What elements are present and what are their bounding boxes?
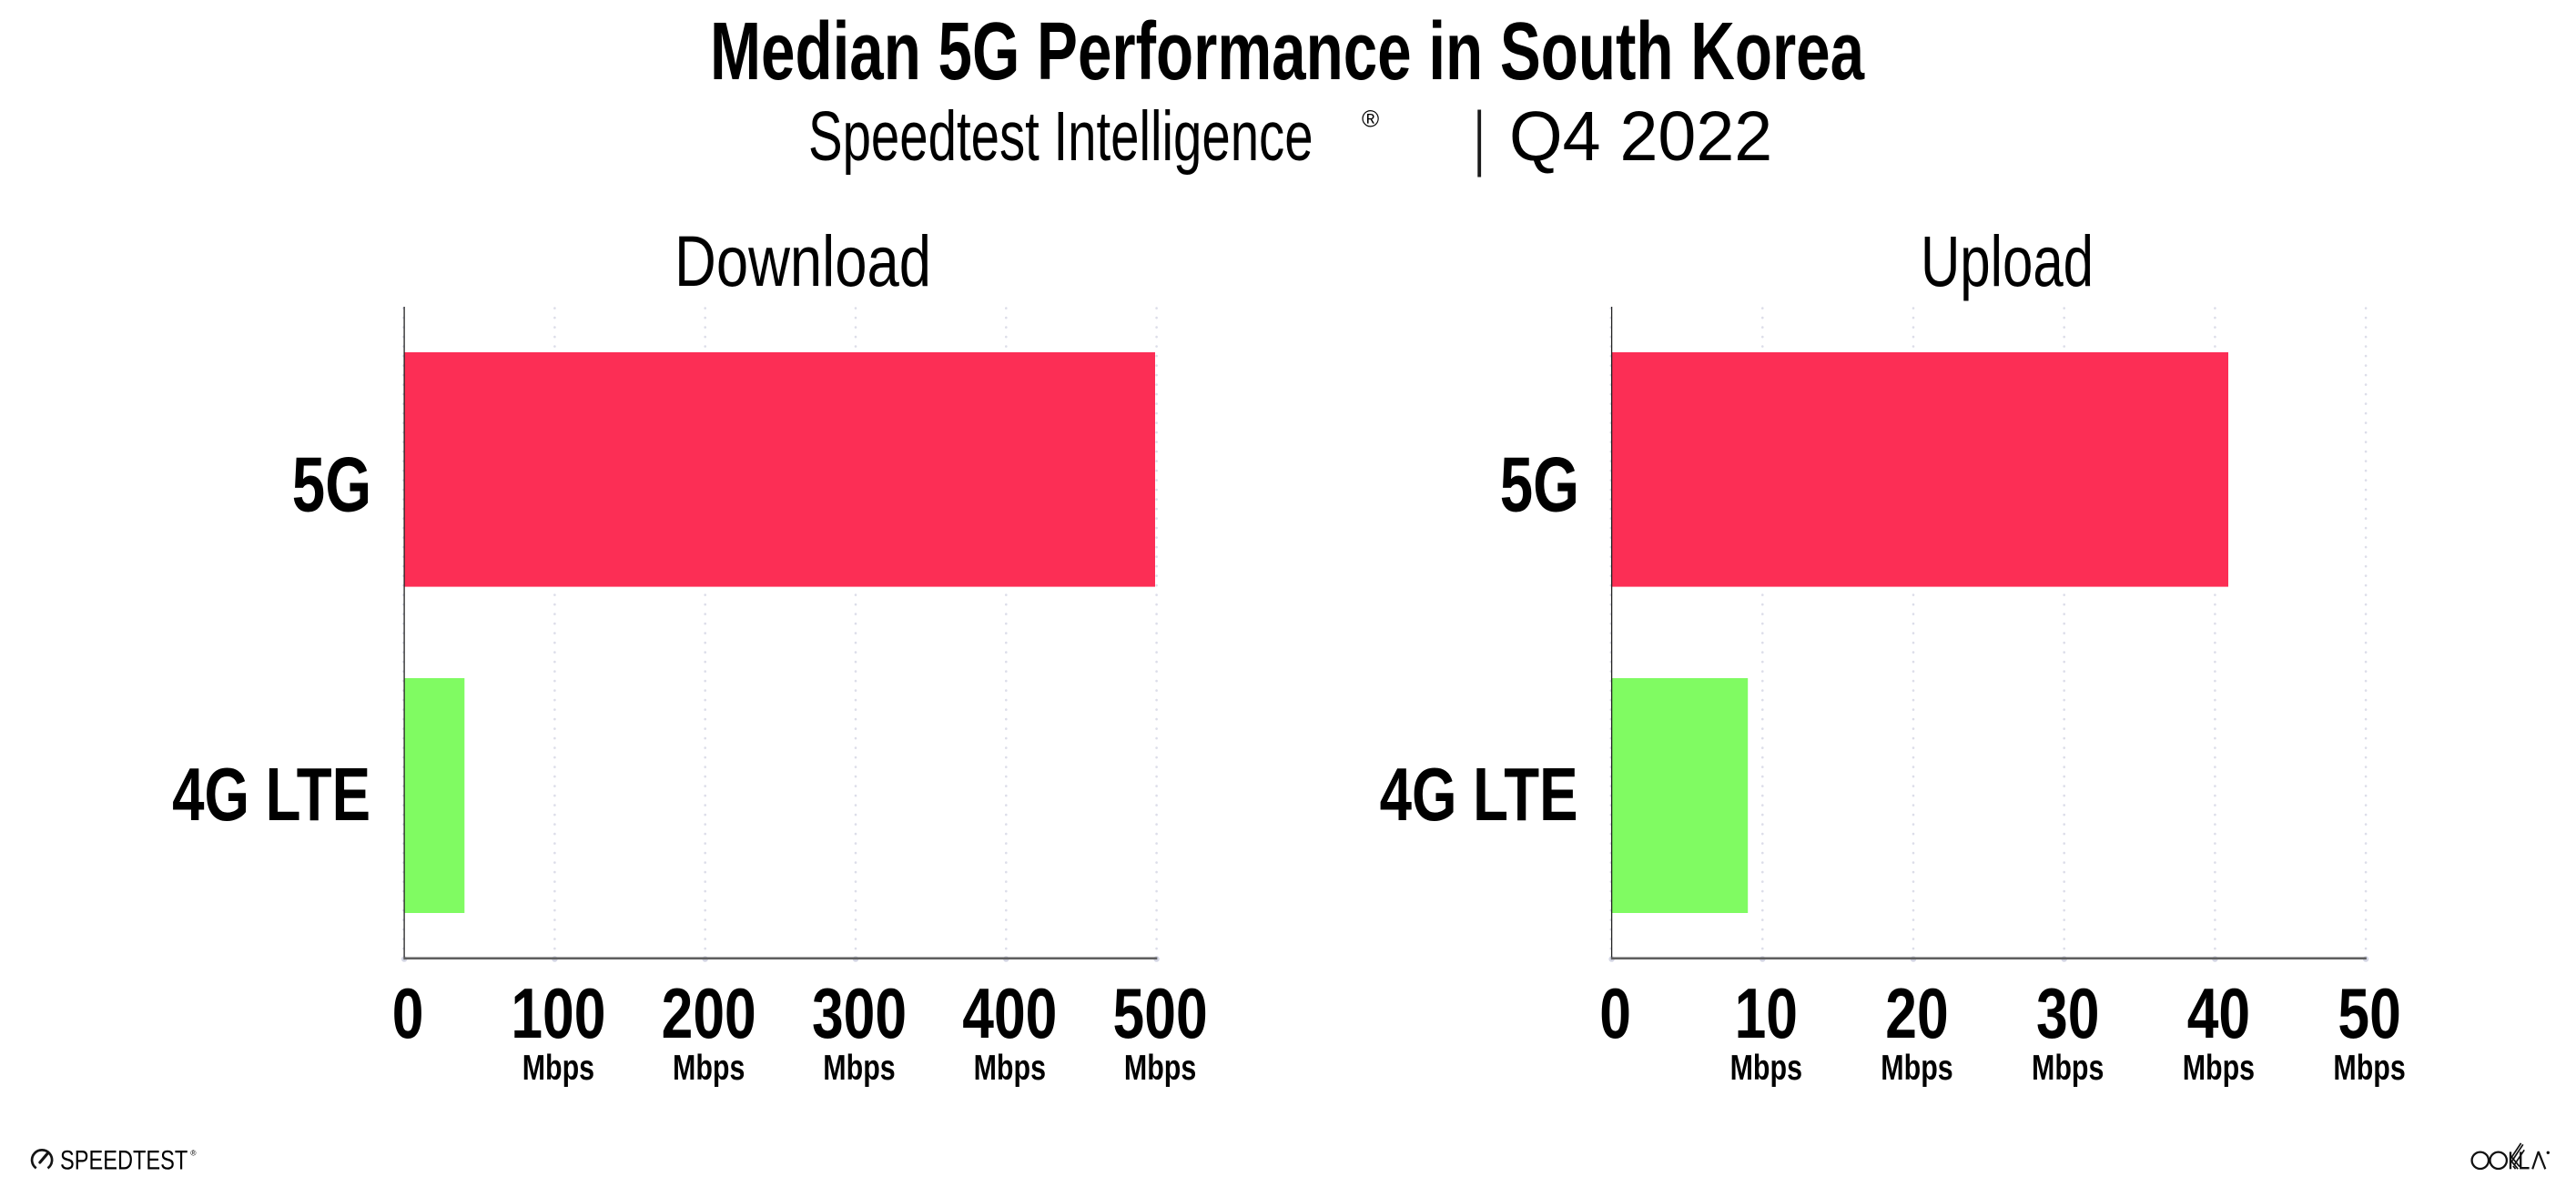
svg-text:Upload: Upload bbox=[1921, 221, 2094, 301]
svg-text:Mbps: Mbps bbox=[1881, 1048, 1952, 1087]
svg-text:4G LTE: 4G LTE bbox=[172, 752, 370, 837]
svg-text:SPEEDTEST: SPEEDTEST bbox=[60, 1145, 188, 1175]
svg-text:0: 0 bbox=[392, 973, 424, 1052]
svg-text:0: 0 bbox=[1599, 973, 1631, 1052]
svg-text:Mbps: Mbps bbox=[823, 1048, 895, 1087]
svg-text:Speedtest Intelligence: Speedtest Intelligence bbox=[808, 98, 1313, 177]
svg-text:Mbps: Mbps bbox=[1730, 1048, 1802, 1087]
svg-text:20: 20 bbox=[1885, 973, 1948, 1052]
svg-text:5G: 5G bbox=[292, 441, 371, 528]
svg-text:400: 400 bbox=[962, 973, 1057, 1052]
svg-text:4G LTE: 4G LTE bbox=[1380, 752, 1578, 837]
svg-text:®: ® bbox=[190, 1149, 197, 1158]
svg-text:200: 200 bbox=[662, 973, 756, 1052]
svg-text:300: 300 bbox=[812, 973, 907, 1052]
svg-text:500: 500 bbox=[1113, 973, 1208, 1052]
svg-text:30: 30 bbox=[2036, 973, 2099, 1052]
svg-text:100: 100 bbox=[511, 973, 605, 1052]
svg-text:Mbps: Mbps bbox=[2333, 1048, 2405, 1087]
svg-text:40: 40 bbox=[2187, 973, 2250, 1052]
svg-text:5G: 5G bbox=[1500, 441, 1579, 528]
svg-text:Download: Download bbox=[674, 221, 931, 301]
svg-text:Mbps: Mbps bbox=[2032, 1048, 2104, 1087]
svg-text:10: 10 bbox=[1735, 973, 1798, 1052]
svg-text:Q4 2022: Q4 2022 bbox=[1509, 97, 1772, 176]
svg-text:Mbps: Mbps bbox=[1124, 1048, 1196, 1087]
svg-text:Median 5G Performance in South: Median 5G Performance in South Korea bbox=[710, 5, 1865, 96]
svg-text:Mbps: Mbps bbox=[522, 1048, 594, 1087]
svg-text:Mbps: Mbps bbox=[974, 1048, 1046, 1087]
svg-text:®: ® bbox=[1362, 106, 1379, 133]
svg-text:Mbps: Mbps bbox=[673, 1048, 745, 1087]
svg-text:50: 50 bbox=[2338, 973, 2400, 1052]
svg-text:Mbps: Mbps bbox=[2183, 1048, 2255, 1087]
